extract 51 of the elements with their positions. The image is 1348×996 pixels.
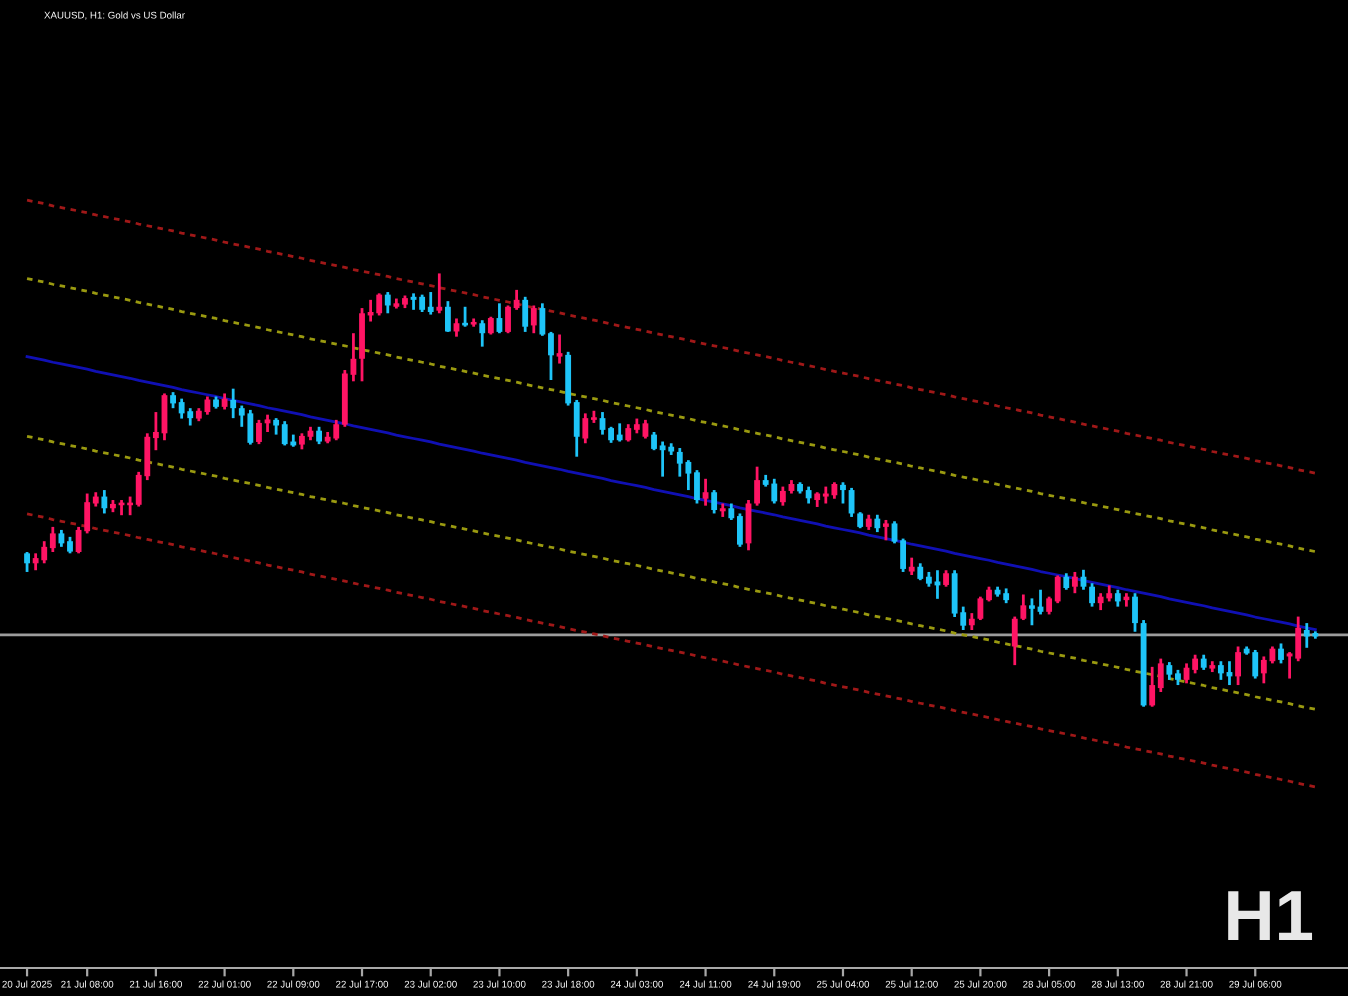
candlestick [24,550,30,574]
candlestick [1260,655,1267,685]
candlestick [840,480,846,505]
candlestick [754,465,761,508]
candlestick [41,539,48,565]
candlestick [530,304,537,335]
candlestick [977,595,984,622]
candlestick [685,458,692,492]
candlestick [1020,593,1027,622]
candlestick [1192,653,1199,675]
candlestick [1252,648,1259,680]
candlestick [616,421,623,443]
candlestick [951,568,958,619]
candlestick [702,477,709,508]
candlestick [582,411,589,445]
candlestick [1089,581,1095,609]
candlestick [427,290,434,316]
candlestick [49,525,56,554]
candlestick [230,387,237,420]
candlestick [479,318,486,349]
candlestick [256,418,262,446]
candlestick [1303,621,1310,650]
candlestick [1235,645,1241,687]
candlestick [1295,615,1302,663]
candlestick [444,299,451,334]
candlestick [1011,615,1018,667]
candlestick [376,291,383,317]
candlestick [384,290,391,315]
candlestick [1132,591,1138,634]
candlestick [659,440,666,479]
candlestick [1278,642,1284,665]
candlestick [642,418,649,440]
candlestick [779,485,786,508]
candlestick [676,446,683,479]
candlestick [101,488,108,515]
candlestick [1217,659,1224,682]
candlestick [522,295,529,334]
candlestick [711,488,718,515]
candlestick [247,408,254,446]
candlestick [178,397,185,420]
candlestick [771,477,778,505]
candlestick [1149,665,1156,709]
candlestick [204,395,211,417]
candlestick [281,419,288,447]
candlestick [556,333,563,365]
candlestick [883,518,889,542]
text: H1 [1228,891,1313,940]
candlestick [1029,597,1035,627]
candlestick [1054,574,1061,605]
candlestick [436,272,443,315]
candlestick [1071,570,1078,595]
